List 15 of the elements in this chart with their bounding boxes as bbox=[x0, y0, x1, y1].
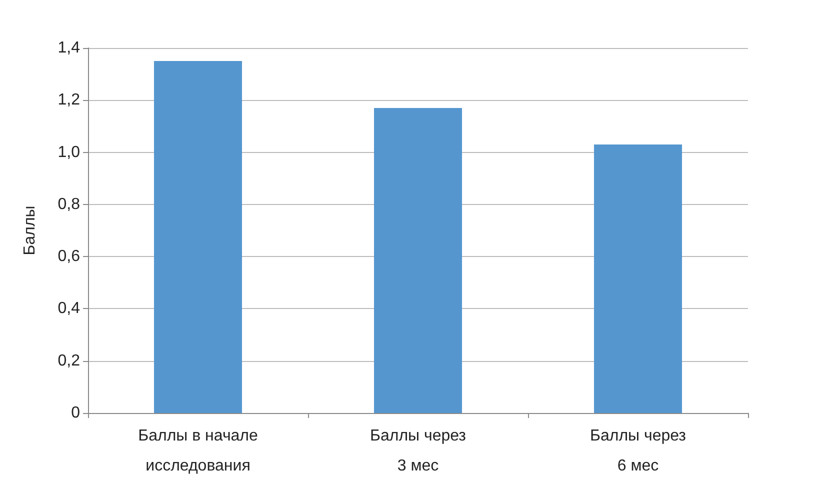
x-tick-label: Баллы через 3 мес bbox=[370, 428, 466, 474]
y-tick-label: 0,2 bbox=[58, 352, 80, 370]
y-tick-label: 0,8 bbox=[58, 196, 80, 213]
y-tick-label: 1,2 bbox=[58, 92, 80, 109]
y-tick-label: 0 bbox=[71, 404, 80, 422]
y-axis-title: Баллы bbox=[22, 206, 38, 256]
y-tick-label: 0,4 bbox=[58, 300, 80, 318]
y-tick-label: 1,0 bbox=[58, 144, 80, 161]
x-tick-label: Баллы в начале исследования bbox=[138, 428, 258, 474]
x-tick-label: Баллы через 6 мес bbox=[590, 428, 686, 474]
y-tick-label: 1,4 bbox=[58, 40, 80, 56]
y-tick-label: 0,6 bbox=[58, 248, 80, 266]
bar bbox=[594, 144, 682, 413]
bar bbox=[374, 108, 462, 413]
bar bbox=[154, 61, 242, 413]
